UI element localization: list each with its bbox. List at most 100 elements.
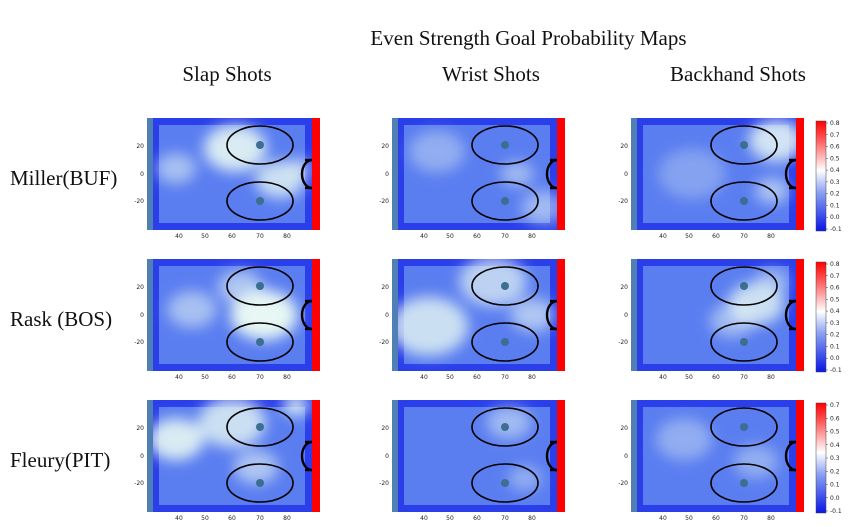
colorbar-tick-label: 0.4 — [830, 167, 840, 174]
x-tick-label: 50 — [685, 233, 693, 240]
blue-line — [631, 118, 637, 230]
x-tick-label: 70 — [256, 374, 264, 381]
x-tick-label: 80 — [283, 515, 291, 522]
y-tick-label: 20 — [136, 425, 144, 432]
y-tick-label: -20 — [379, 480, 389, 487]
faceoff-dot — [256, 479, 264, 487]
heatmap-svg: 20 0 -20 40 50 60 70 80 — [134, 118, 320, 240]
y-tick-label: -20 — [618, 339, 628, 346]
goal-line — [557, 259, 565, 371]
y-tick-label: 20 — [620, 143, 628, 150]
colorbar-tick-label: 0.7 — [830, 132, 840, 139]
blue-line — [147, 400, 153, 512]
colorbar-tick-label: 0.1 — [830, 343, 840, 350]
faceoff-dot — [740, 141, 748, 149]
heatmap-hotspot — [233, 450, 279, 484]
colorbar-tick-label: -0.1 — [830, 226, 842, 233]
heatmap-hotspot — [508, 465, 542, 491]
heatmap-panel: 20 0 -20 40 50 60 70 80 — [134, 259, 322, 385]
x-tick-label: 40 — [659, 374, 667, 381]
faceoff-dot — [501, 197, 509, 205]
colorbar-tick-label: 0.5 — [830, 429, 840, 436]
heatmap-panel: 20 0 -20 40 50 60 70 80 — [379, 118, 567, 244]
x-tick-label: 60 — [228, 515, 236, 522]
colorbar-tick-label: 0.6 — [830, 285, 840, 292]
x-tick-label: 80 — [283, 233, 291, 240]
x-tick-label: 50 — [446, 515, 454, 522]
faceoff-dot — [501, 479, 509, 487]
y-tick-label: 0 — [140, 171, 144, 178]
faceoff-dot — [501, 141, 509, 149]
y-tick-label: 20 — [381, 143, 389, 150]
colorbar-tick-label: 0.7 — [830, 273, 840, 280]
heatmap-hotspot — [510, 298, 556, 332]
row-heading-miller: Miller(BUF) — [10, 166, 118, 190]
colorbar-tick-label: 0.3 — [830, 179, 840, 186]
colorbar-tick-label: 0.0 — [830, 214, 840, 221]
faceoff-dot — [256, 282, 264, 290]
faceoff-circle — [710, 463, 778, 503]
x-tick-label: 50 — [446, 374, 454, 381]
heatmap-svg: 20 0 -20 40 50 60 70 80 — [379, 259, 565, 381]
row-heading-rask: Rask (BOS) — [10, 307, 113, 331]
heatmap-hotspot — [500, 161, 534, 187]
x-tick-label: 70 — [740, 374, 748, 381]
faceoff-circle — [471, 322, 539, 362]
blue-line — [147, 118, 153, 230]
faceoff-circle — [710, 322, 778, 362]
colorbar-tick-label: 0.3 — [830, 455, 840, 462]
faceoff-circle — [471, 407, 539, 447]
faceoff-dot — [740, 423, 748, 431]
column-heading-backhand-shots: Backhand Shots — [670, 62, 806, 86]
x-tick-label: 40 — [420, 374, 428, 381]
faceoff-dot — [740, 479, 748, 487]
x-tick-label: 40 — [420, 233, 428, 240]
colorbar-tick-label: 0.1 — [830, 202, 840, 209]
colorbar: 0.7 0.6 0.5 0.4 0.3 0.2 0.1 0.0 -0.1 — [815, 402, 855, 515]
heatmap-svg: 20 0 -20 40 50 60 70 80 — [618, 400, 804, 522]
faceoff-circle — [226, 181, 294, 221]
heatmap-svg: 20 0 -20 40 50 60 70 80 — [618, 118, 804, 240]
colorbar-tick-label: 0.6 — [830, 415, 840, 422]
colorbar-tick-label: 0.4 — [830, 308, 840, 315]
y-tick-label: 0 — [140, 312, 144, 319]
heatmap-hotspot — [486, 405, 532, 440]
colorbar-tick-label: 0.7 — [830, 402, 840, 409]
heatmap-svg: 20 0 -20 40 50 60 70 80 — [134, 400, 320, 522]
y-tick-label: -20 — [134, 480, 144, 487]
colorbar-tick-label: 0.8 — [830, 120, 840, 127]
colorbar-tick-label: 0.1 — [830, 482, 840, 489]
heatmap-hotspot — [198, 400, 266, 448]
x-tick-label: 60 — [228, 233, 236, 240]
heatmap-hotspot — [409, 130, 465, 173]
y-tick-label: 0 — [385, 171, 389, 178]
x-tick-label: 50 — [685, 374, 693, 381]
goal-line — [312, 400, 320, 512]
blue-line — [631, 400, 637, 512]
y-tick-label: -20 — [618, 198, 628, 205]
heatmap-svg: 20 0 -20 40 50 60 70 80 — [379, 400, 565, 522]
x-tick-label: 60 — [473, 233, 481, 240]
y-tick-label: 0 — [385, 453, 389, 460]
x-tick-label: 80 — [283, 374, 291, 381]
heatmap-hotspot — [656, 418, 712, 461]
faceoff-circle — [710, 407, 778, 447]
blue-line — [392, 400, 398, 512]
x-tick-label: 60 — [473, 374, 481, 381]
y-tick-label: 20 — [620, 284, 628, 291]
figure-title: Even Strength Goal Probability Maps — [370, 26, 687, 50]
goal-line — [557, 400, 565, 512]
x-tick-label: 80 — [767, 374, 775, 381]
x-tick-label: 50 — [201, 374, 209, 381]
x-tick-label: 50 — [446, 233, 454, 240]
faceoff-dot — [501, 423, 509, 431]
faceoff-dot — [501, 338, 509, 346]
x-tick-label: 70 — [501, 233, 509, 240]
goal-line — [796, 400, 804, 512]
faceoff-circle — [471, 125, 539, 165]
colorbar-tick-label: 0.0 — [830, 495, 840, 502]
y-tick-label: 20 — [620, 425, 628, 432]
heatmap-panel: 20 0 -20 40 50 60 70 80 — [379, 400, 567, 526]
colorbar: 0.8 0.7 0.6 0.5 0.4 0.3 0.2 0.1 0.0 -0.1 — [815, 120, 855, 233]
blue-line — [392, 259, 398, 371]
